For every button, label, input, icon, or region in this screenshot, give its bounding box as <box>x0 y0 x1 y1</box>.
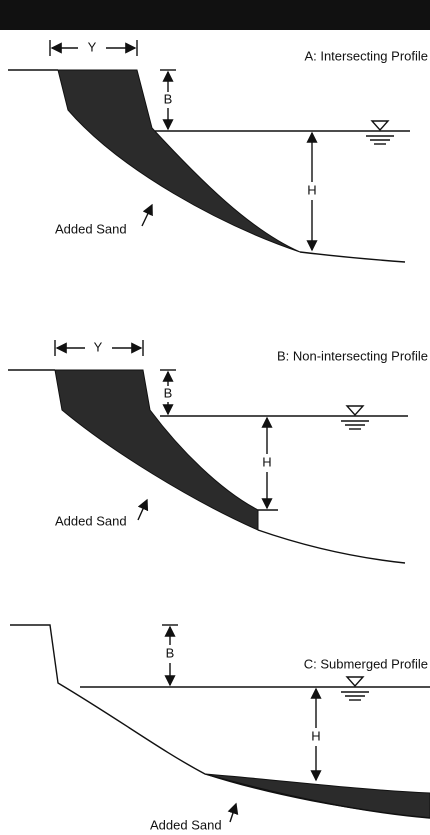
profile <box>257 529 406 564</box>
fill-label: Added Sand <box>55 513 127 528</box>
added-sand <box>54 369 259 531</box>
berm-label: B <box>164 385 173 400</box>
header-bar <box>0 0 430 30</box>
width-label: Y <box>94 339 103 354</box>
panel-title: B: Non-intersecting Profile <box>277 348 428 363</box>
added-sand <box>204 773 430 819</box>
panel-b: B: Non-intersecting Profile Y B H Added … <box>8 339 428 564</box>
profile <box>299 251 406 263</box>
panel-title: A: Intersecting Profile <box>304 48 428 63</box>
fill-label: Added Sand <box>55 221 127 236</box>
panel-c: C: Submerged Profile B H Added Sand <box>10 624 430 832</box>
fill-label: Added Sand <box>150 817 222 832</box>
berm-label: B <box>166 645 175 660</box>
depth-label: H <box>307 182 316 197</box>
depth-label: H <box>311 728 320 743</box>
added-sand <box>57 69 301 253</box>
panel-title: C: Submerged Profile <box>304 656 428 671</box>
profile <box>10 624 430 819</box>
water-symbol <box>341 405 369 430</box>
water-symbol <box>366 120 394 145</box>
depth-label: H <box>262 454 271 469</box>
panel-a: A: Intersecting Profile Y B H Added Sand <box>8 39 428 263</box>
berm-label: B <box>164 91 173 106</box>
width-label: Y <box>88 39 97 54</box>
water-symbol <box>341 676 369 701</box>
